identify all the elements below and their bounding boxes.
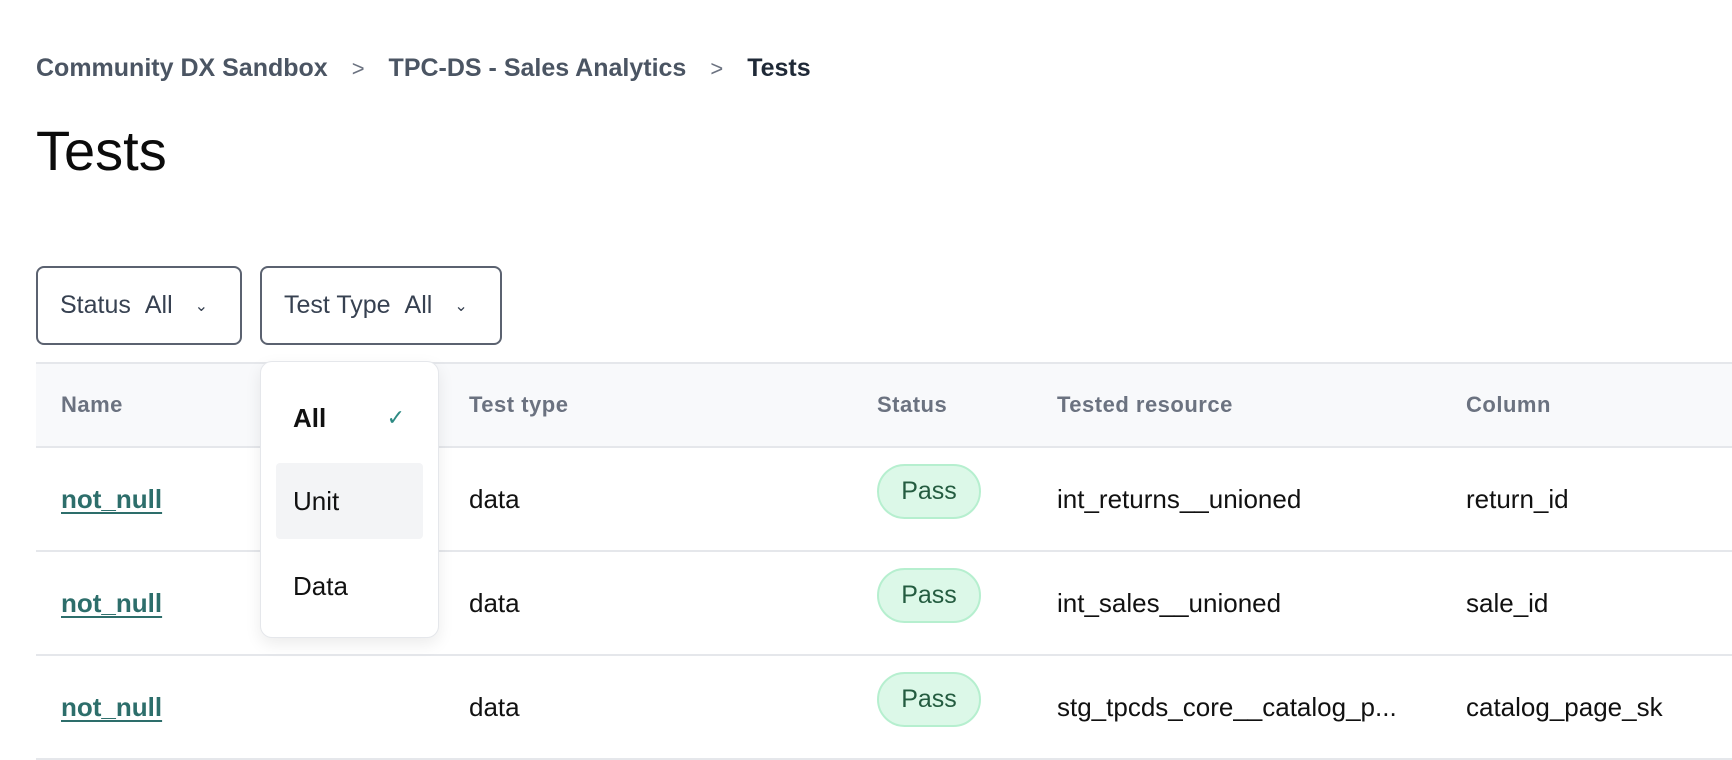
table-row: not_null data Pass int_sales__unioned sa… — [36, 552, 1732, 656]
tested-resource-cell: stg_tpcds_core__catalog_p... — [1057, 692, 1397, 722]
test-name-link[interactable]: not_null — [61, 484, 163, 514]
test-type-filter-value: All — [404, 291, 433, 319]
status-badge: Pass — [877, 672, 981, 727]
column-header-status[interactable]: Status — [877, 392, 948, 417]
test-type-cell: data — [469, 484, 520, 514]
tested-resource-cell: int_returns__unioned — [1057, 484, 1302, 514]
breadcrumb: Community DX Sandbox > TPC-DS - Sales An… — [36, 54, 811, 83]
status-filter[interactable]: Status All ⌄ — [36, 266, 242, 345]
dropdown-option-data[interactable]: Data — [276, 548, 423, 624]
chevron-down-icon: ⌄ — [194, 297, 209, 315]
dropdown-option-all[interactable]: All ✓ — [276, 380, 423, 456]
breadcrumb-item-project[interactable]: Community DX Sandbox — [36, 54, 328, 82]
status-filter-value: All — [144, 291, 173, 319]
tested-resource-cell: int_sales__unioned — [1057, 588, 1282, 618]
column-cell: return_id — [1466, 484, 1569, 514]
column-cell: sale_id — [1466, 588, 1549, 618]
dropdown-option-unit[interactable]: Unit — [276, 463, 423, 539]
test-type-cell: data — [469, 588, 520, 618]
breadcrumb-item-current: Tests — [747, 54, 811, 82]
status-filter-label: Status — [60, 291, 131, 319]
chevron-right-icon: > — [351, 55, 365, 81]
breadcrumb-item-environment[interactable]: TPC-DS - Sales Analytics — [388, 54, 687, 82]
check-icon: ✓ — [386, 405, 405, 430]
chevron-right-icon: > — [710, 55, 724, 81]
column-header-name[interactable]: Name — [61, 392, 123, 417]
chevron-down-icon: ⌄ — [454, 297, 468, 315]
page-title: Tests — [36, 119, 167, 182]
option-label: Unit — [293, 485, 340, 516]
column-header-column[interactable]: Column — [1466, 392, 1551, 417]
test-type-filter[interactable]: Test Type All ⌄ — [260, 266, 502, 345]
test-type-dropdown-menu: All ✓ Unit Data — [260, 361, 439, 638]
status-badge: Pass — [877, 568, 981, 623]
option-label: Data — [293, 570, 348, 601]
column-cell: catalog_page_sk — [1466, 692, 1663, 722]
test-name-link[interactable]: not_null — [61, 588, 163, 618]
table-row: not_null data Pass int_returns__unioned … — [36, 448, 1732, 552]
test-type-filter-label: Test Type — [284, 291, 391, 319]
table-row: not_null data Pass stg_tpcds_core__catal… — [36, 656, 1732, 760]
test-type-cell: data — [469, 692, 520, 722]
column-header-test-type[interactable]: Test type — [469, 392, 569, 417]
option-label: All — [293, 402, 327, 433]
status-badge: Pass — [877, 464, 981, 519]
column-header-tested-resource[interactable]: Tested resource — [1057, 392, 1233, 417]
test-name-link[interactable]: not_null — [61, 692, 163, 722]
